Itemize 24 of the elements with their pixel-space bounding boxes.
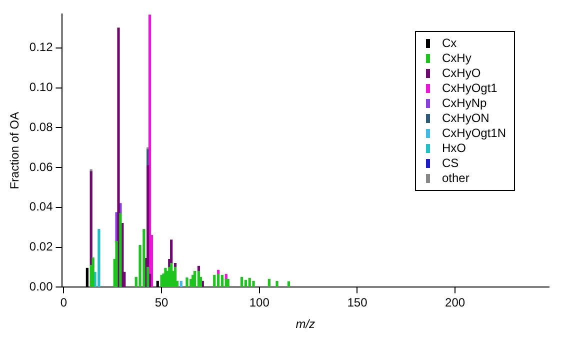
x-tick-label: 100 [249,296,270,310]
y-tick-label: 0.10 [29,80,54,94]
x-tick-label: 0 [60,296,68,310]
legend-label: Cx [442,36,457,51]
legend-label: CxHyNp [442,96,487,111]
legend-label: CxHyOgt1 [442,81,498,96]
y-tick-label: 0.02 [29,240,54,254]
y-tick-label: 0.06 [29,160,54,174]
legend-label: other [442,171,470,186]
y-axis-title: Fraction of OA [8,112,22,190]
legend-label: CS [442,156,459,171]
legend-label: CxHyO [442,66,481,81]
x-tick-label: 50 [154,296,169,310]
y-tick-label: 0.00 [29,280,54,294]
x-tick-label: 150 [347,296,368,310]
x-axis-title: m/z [296,317,316,332]
y-tick-label: 0.04 [29,200,54,214]
y-tick-label: 0.08 [29,120,54,134]
legend-label: CxHy [442,51,472,66]
legend-label: CxHyON [442,111,490,126]
legend-label: CxHyOgt1N [442,126,506,141]
legend-label: HxO [442,141,466,156]
y-tick-label: 0.12 [29,40,54,54]
x-tick-label: 200 [445,296,466,310]
